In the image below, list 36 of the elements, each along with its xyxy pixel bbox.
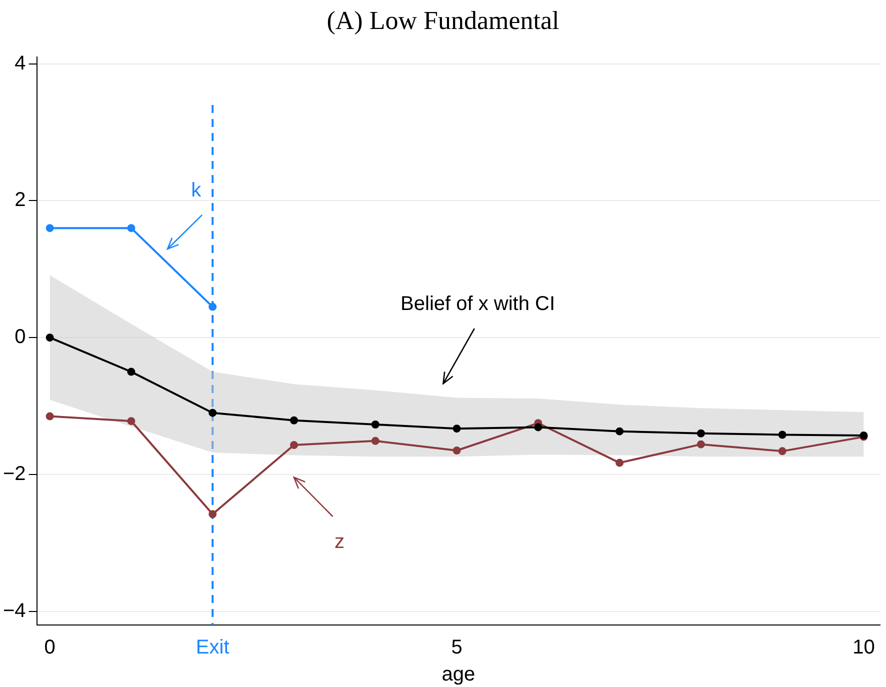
point (452, 446, 461, 454)
point (46, 224, 54, 232)
point (46, 412, 54, 420)
point (208, 408, 217, 417)
point (778, 430, 786, 439)
point (127, 368, 136, 376)
point (534, 423, 542, 432)
point (616, 458, 624, 467)
annotation: z (334, 531, 345, 554)
x-tick-label: 5 (451, 636, 462, 659)
annotation: k (191, 180, 202, 202)
x-tick-label: 0 (44, 636, 56, 659)
point (127, 224, 136, 232)
y-tick-label: 2 (14, 189, 26, 212)
x-tick-label: Exit (196, 636, 230, 659)
point (208, 510, 217, 518)
point (696, 440, 705, 448)
x-tick-label: 10 (852, 636, 875, 659)
annotation: Belief of x with CI (400, 293, 556, 316)
point (371, 420, 380, 428)
point (616, 427, 624, 436)
point (208, 302, 217, 311)
y-tick-label: 0 (14, 326, 26, 348)
y-tick-label: 4 (14, 52, 26, 74)
point (290, 416, 298, 424)
y-tick-label: −4 (2, 600, 26, 622)
point (371, 436, 380, 445)
point (290, 441, 298, 450)
point (46, 334, 54, 342)
point (127, 417, 136, 426)
chart-title: (A) Low Fundamental (326, 5, 560, 37)
point (452, 424, 461, 433)
point (778, 447, 786, 456)
x-axis-title: age (442, 664, 476, 686)
point (696, 429, 705, 438)
y-tick-label: −2 (2, 462, 26, 485)
